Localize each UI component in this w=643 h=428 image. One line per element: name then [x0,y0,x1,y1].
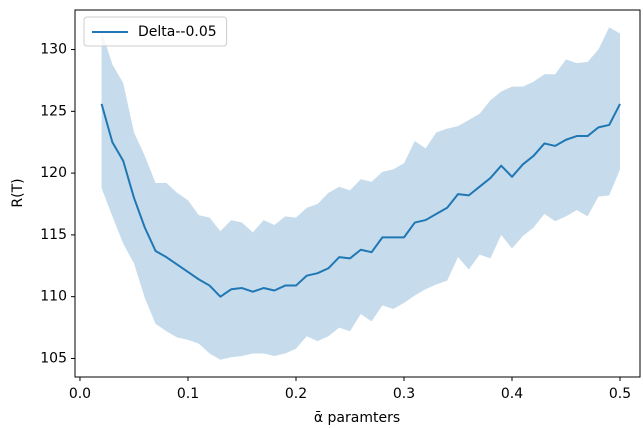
x-tick-label: 0.4 [501,386,523,402]
confidence-band [101,27,621,360]
x-tick-label: 0.3 [393,386,415,402]
plot-frame [74,9,641,378]
x-tick-label: 0.0 [69,386,91,402]
y-tick-label: 110 [40,289,67,305]
y-axis-label: R(T) [10,178,26,207]
x-tick-label: 0.2 [285,386,307,402]
y-tick-label: 105 [40,350,67,366]
x-axis-label: ᾱ paramters [314,410,400,426]
line [100,103,621,298]
y-tick-label: 125 [40,103,67,119]
y-tick-label: 130 [40,42,67,58]
y-tick-label: 120 [40,165,67,181]
legend-box [83,16,228,47]
y-tick-label: 115 [40,227,67,243]
legend-label: Delta--0.05 [138,24,217,40]
legend: Delta--0.05 [83,16,228,47]
x-tick-label: 0.5 [609,386,631,402]
x-tick-label: 0.1 [177,386,199,402]
